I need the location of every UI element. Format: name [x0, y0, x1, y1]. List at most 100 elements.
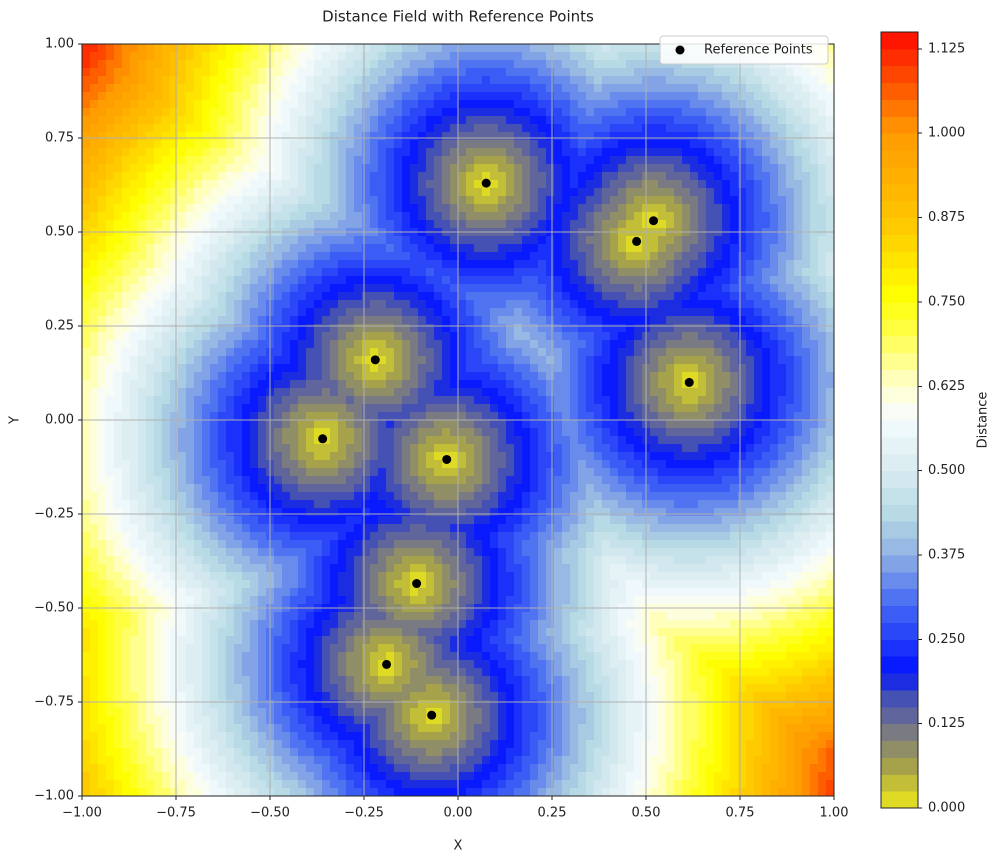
field-cell	[250, 708, 259, 717]
field-cell	[98, 708, 107, 717]
field-cell	[210, 356, 219, 365]
field-cell	[146, 652, 155, 661]
field-cell	[226, 748, 235, 757]
field-cell	[490, 196, 499, 205]
field-cell	[154, 628, 163, 637]
field-cell	[162, 620, 171, 629]
field-cell	[410, 212, 419, 221]
field-cell	[226, 44, 235, 53]
field-cell	[314, 588, 323, 597]
field-cell	[402, 708, 411, 717]
field-cell	[282, 340, 291, 349]
field-cell	[234, 444, 243, 453]
field-cell	[426, 84, 435, 93]
field-cell	[154, 244, 163, 253]
field-cell	[290, 420, 299, 429]
field-cell	[218, 132, 227, 141]
field-cell	[498, 732, 507, 741]
field-cell	[242, 724, 251, 733]
field-cell	[258, 44, 267, 53]
field-cell	[442, 260, 451, 269]
field-cell	[346, 236, 355, 245]
field-cell	[490, 108, 499, 117]
field-cell	[426, 436, 435, 445]
field-cell	[330, 556, 339, 565]
field-cell	[234, 764, 243, 773]
field-cell	[362, 452, 371, 461]
field-cell	[82, 612, 91, 621]
field-cell	[234, 116, 243, 125]
field-cell	[442, 588, 451, 597]
field-cell	[274, 508, 283, 517]
field-cell	[250, 532, 259, 541]
field-cell	[346, 540, 355, 549]
field-cell	[194, 356, 203, 365]
field-cell	[346, 372, 355, 381]
field-cell	[362, 364, 371, 373]
field-cell	[138, 204, 147, 213]
field-cell	[122, 68, 131, 77]
field-cell	[482, 84, 491, 93]
field-cell	[362, 356, 371, 365]
field-cell	[218, 484, 227, 493]
field-cell	[82, 772, 91, 781]
field-cell	[90, 76, 99, 85]
field-cell	[194, 620, 203, 629]
field-cell	[154, 364, 163, 373]
field-cell	[482, 260, 491, 269]
field-cell	[346, 484, 355, 493]
field-cell	[402, 428, 411, 437]
field-cell	[458, 476, 467, 485]
field-cell	[154, 380, 163, 389]
field-cell	[466, 516, 475, 525]
field-cell	[130, 316, 139, 325]
field-cell	[418, 508, 427, 517]
field-cell	[394, 652, 403, 661]
field-cell	[138, 372, 147, 381]
field-cell	[482, 220, 491, 229]
field-cell	[498, 772, 507, 781]
field-cell	[90, 44, 99, 53]
field-cell	[314, 116, 323, 125]
field-cell	[274, 268, 283, 277]
field-cell	[426, 332, 435, 341]
field-cell	[362, 204, 371, 213]
field-cell	[322, 356, 331, 365]
field-cell	[450, 252, 459, 261]
field-cell	[306, 460, 315, 469]
field-cell	[250, 660, 259, 669]
field-cell	[234, 500, 243, 509]
field-cell	[482, 348, 491, 357]
field-cell	[338, 148, 347, 157]
field-cell	[354, 492, 363, 501]
field-cell	[466, 532, 475, 541]
field-cell	[402, 388, 411, 397]
field-cell	[370, 548, 379, 557]
field-cell	[178, 380, 187, 389]
field-cell	[442, 540, 451, 549]
field-cell	[274, 532, 283, 541]
field-cell	[426, 76, 435, 85]
field-cell	[306, 724, 315, 733]
field-cell	[82, 364, 91, 373]
field-cell	[434, 516, 443, 525]
field-cell	[490, 316, 499, 325]
field-cell	[330, 564, 339, 573]
field-cell	[450, 372, 459, 381]
field-cell	[242, 452, 251, 461]
field-cell	[322, 244, 331, 253]
field-cell	[106, 348, 115, 357]
colorbar-label: Distance	[976, 392, 991, 449]
field-cell	[114, 644, 123, 653]
field-cell	[250, 268, 259, 277]
field-cell	[402, 244, 411, 253]
field-cell	[178, 628, 187, 637]
field-cell	[434, 132, 443, 141]
field-cell	[170, 684, 179, 693]
field-cell	[330, 140, 339, 149]
field-cell	[290, 572, 299, 581]
field-cell	[122, 692, 131, 701]
field-cell	[498, 364, 507, 373]
field-cell	[114, 116, 123, 125]
field-cell	[146, 388, 155, 397]
